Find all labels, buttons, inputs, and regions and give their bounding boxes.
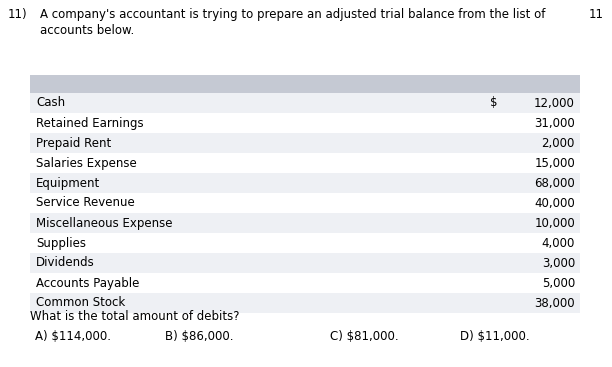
Text: 3,000: 3,000 xyxy=(542,257,575,269)
Text: Supplies: Supplies xyxy=(36,236,86,250)
Text: 68,000: 68,000 xyxy=(534,177,575,189)
Bar xyxy=(30,213,580,233)
Bar xyxy=(30,253,580,273)
Text: 10,000: 10,000 xyxy=(534,217,575,229)
Text: 4,000: 4,000 xyxy=(542,236,575,250)
Bar xyxy=(30,173,580,193)
Text: Retained Earnings: Retained Earnings xyxy=(36,116,144,130)
Text: 31,000: 31,000 xyxy=(534,116,575,130)
Text: Dividends: Dividends xyxy=(36,257,95,269)
Bar xyxy=(30,193,580,213)
Text: Salaries Expense: Salaries Expense xyxy=(36,156,136,170)
Text: 2,000: 2,000 xyxy=(542,137,575,149)
Text: A company's accountant is trying to prepare an adjusted trial balance from the l: A company's accountant is trying to prep… xyxy=(40,8,545,21)
Text: $: $ xyxy=(490,97,498,109)
Text: 5,000: 5,000 xyxy=(542,276,575,290)
Text: 11): 11) xyxy=(8,8,28,21)
Text: D) $11,000.: D) $11,000. xyxy=(460,330,529,343)
Bar xyxy=(30,233,580,253)
Text: Accounts Payable: Accounts Payable xyxy=(36,276,140,290)
Text: Equipment: Equipment xyxy=(36,177,100,189)
Text: 12,000: 12,000 xyxy=(534,97,575,109)
Bar xyxy=(30,75,580,93)
Text: Service Revenue: Service Revenue xyxy=(36,196,135,210)
Bar xyxy=(30,153,580,173)
Bar xyxy=(30,273,580,293)
Text: A) $114,000.: A) $114,000. xyxy=(35,330,111,343)
Text: B) $86,000.: B) $86,000. xyxy=(165,330,234,343)
Text: Cash: Cash xyxy=(36,97,65,109)
Bar xyxy=(30,93,580,113)
Text: Prepaid Rent: Prepaid Rent xyxy=(36,137,111,149)
Text: 38,000: 38,000 xyxy=(534,297,575,309)
Bar xyxy=(30,133,580,153)
Text: accounts below.: accounts below. xyxy=(40,24,134,37)
Text: 15,000: 15,000 xyxy=(534,156,575,170)
Text: 11: 11 xyxy=(589,8,604,21)
Text: C) $81,000.: C) $81,000. xyxy=(330,330,398,343)
Text: 40,000: 40,000 xyxy=(534,196,575,210)
Bar xyxy=(30,293,580,313)
Text: Miscellaneous Expense: Miscellaneous Expense xyxy=(36,217,173,229)
Text: What is the total amount of debits?: What is the total amount of debits? xyxy=(30,310,239,323)
Text: Common Stock: Common Stock xyxy=(36,297,125,309)
Bar xyxy=(30,113,580,133)
